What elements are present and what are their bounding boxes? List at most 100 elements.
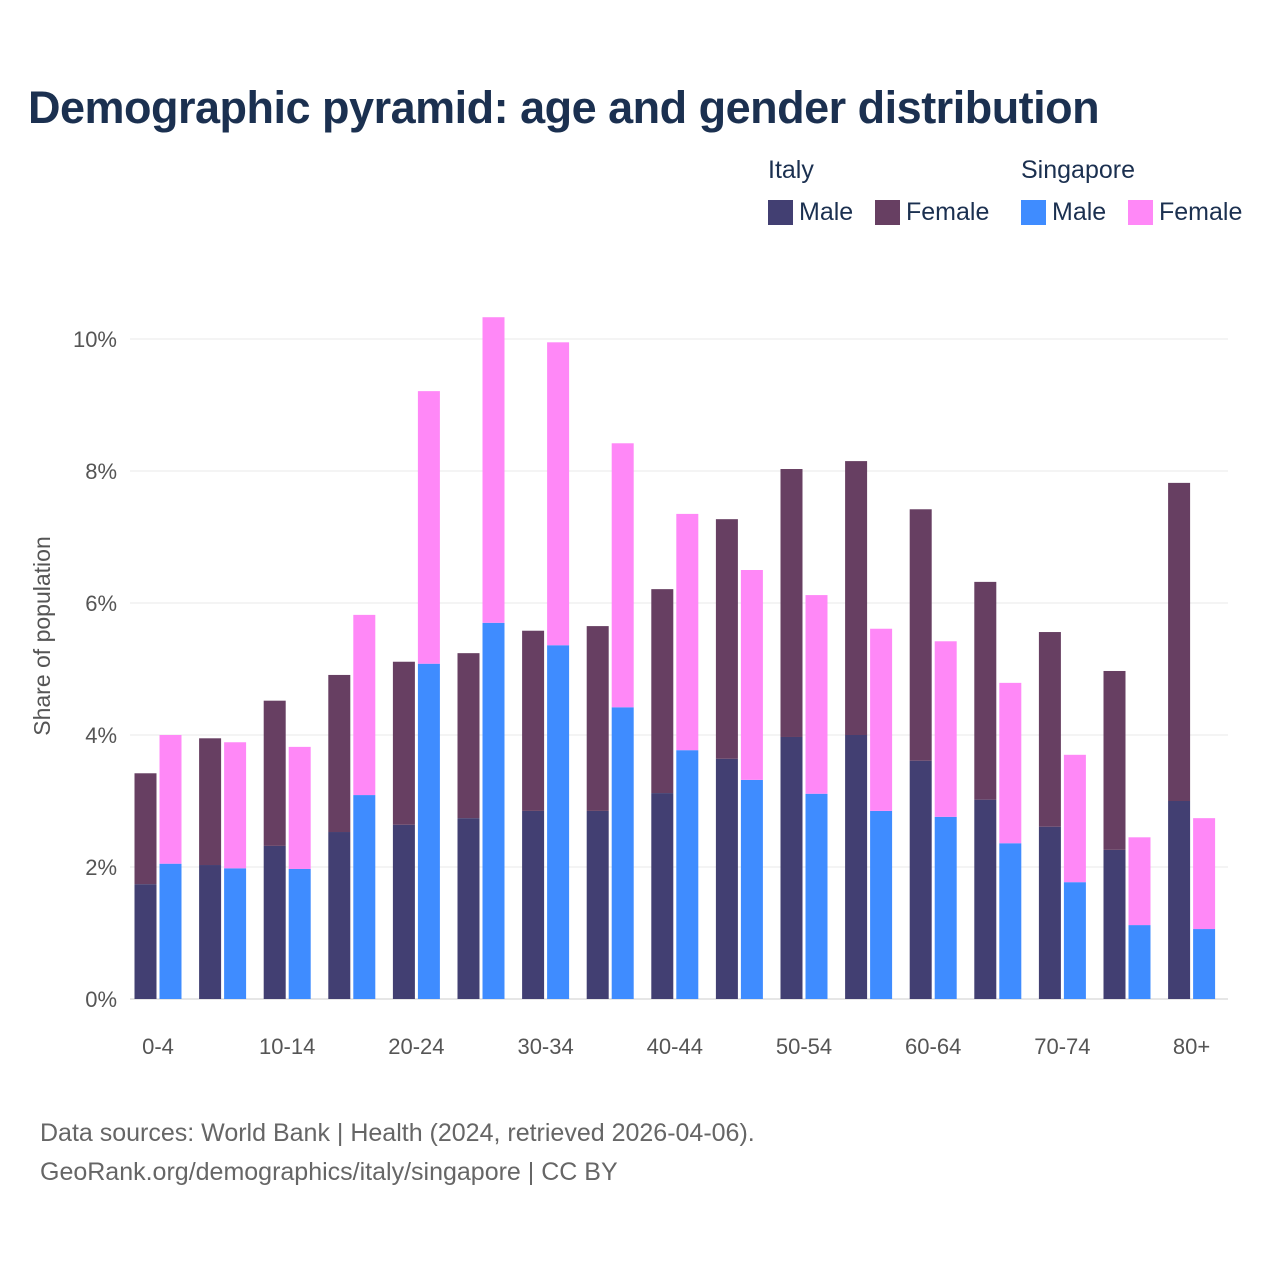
bar-singapore-female[interactable] <box>870 628 893 811</box>
bar-singapore-male[interactable] <box>547 645 570 999</box>
x-tick-label: 30-34 <box>517 1034 573 1059</box>
bar-italy-male[interactable] <box>328 832 351 999</box>
bar-singapore-male[interactable] <box>288 868 311 999</box>
source-note: Data sources: World Bank | Health (2024,… <box>40 1114 755 1192</box>
bar-singapore-male[interactable] <box>224 868 247 999</box>
bar-singapore-female[interactable] <box>547 342 570 646</box>
bar-italy-female[interactable] <box>780 469 803 737</box>
y-tick-label: 2% <box>85 855 117 880</box>
bar-italy-female[interactable] <box>522 630 545 811</box>
bar-singapore-female[interactable] <box>1128 837 1151 926</box>
bar-singapore-male[interactable] <box>740 779 763 999</box>
bar-singapore-female[interactable] <box>934 641 957 817</box>
legend-swatch <box>875 200 900 225</box>
bar-italy-female[interactable] <box>134 773 157 885</box>
bar-italy-male[interactable] <box>909 760 932 999</box>
bar-italy-female[interactable] <box>586 626 609 811</box>
bar-italy-female[interactable] <box>845 461 868 735</box>
bar-italy-female[interactable] <box>457 653 480 819</box>
legend-label: Male <box>799 198 854 226</box>
y-tick-label: 8% <box>85 459 117 484</box>
bar-singapore-male[interactable] <box>1193 929 1216 999</box>
y-tick-label: 0% <box>85 987 117 1012</box>
bar-singapore-female[interactable] <box>999 682 1022 844</box>
chart-title: Demographic pyramid: age and gender dist… <box>28 82 1100 133</box>
bar-singapore-female[interactable] <box>159 735 182 864</box>
bar-italy-female[interactable] <box>909 509 932 761</box>
bar-italy-male[interactable] <box>1168 801 1191 999</box>
x-tick-label: 60-64 <box>905 1034 961 1059</box>
bar-italy-male[interactable] <box>134 884 157 999</box>
source-line-2[interactable]: GeoRank.org/demographics/italy/singapore… <box>40 1158 618 1186</box>
x-tick-label: 0-4 <box>142 1034 174 1059</box>
bar-italy-female[interactable] <box>715 519 738 759</box>
x-tick-label: 50-54 <box>776 1034 832 1059</box>
bar-singapore-female[interactable] <box>611 443 634 708</box>
legend-swatch <box>1021 200 1046 225</box>
x-tick-label: 80+ <box>1173 1034 1210 1059</box>
bar-italy-female[interactable] <box>1103 670 1126 850</box>
bar-italy-female[interactable] <box>328 674 351 833</box>
legend-swatch <box>768 200 793 225</box>
bar-singapore-male[interactable] <box>417 663 440 999</box>
bar-singapore-male[interactable] <box>1063 882 1086 999</box>
bar-singapore-male[interactable] <box>999 843 1022 999</box>
x-tick-label: 70-74 <box>1034 1034 1090 1059</box>
legend-item-italy-female[interactable]: Female <box>875 198 989 227</box>
y-axis-label: Share of population <box>29 536 55 736</box>
bar-singapore-female[interactable] <box>482 317 505 623</box>
bar-singapore-male[interactable] <box>353 795 376 999</box>
x-tick-label: 10-14 <box>259 1034 315 1059</box>
bar-italy-male[interactable] <box>1103 849 1126 999</box>
legend-swatch <box>1128 200 1153 225</box>
bar-singapore-male[interactable] <box>482 622 505 999</box>
bar-singapore-female[interactable] <box>1063 754 1086 883</box>
bar-italy-male[interactable] <box>522 810 545 999</box>
bar-italy-female[interactable] <box>974 581 997 800</box>
bar-italy-male[interactable] <box>586 810 609 999</box>
bar-italy-male[interactable] <box>974 799 997 999</box>
bar-italy-female[interactable] <box>1168 482 1191 801</box>
bar-singapore-female[interactable] <box>740 570 763 780</box>
legend-group-italy: Italy <box>768 156 814 184</box>
bar-italy-female[interactable] <box>651 589 674 794</box>
bar-italy-male[interactable] <box>715 758 738 999</box>
legend-item-singapore-female[interactable]: Female <box>1128 198 1242 227</box>
bar-singapore-female[interactable] <box>353 614 376 796</box>
bar-italy-male[interactable] <box>780 736 803 999</box>
bar-italy-female[interactable] <box>392 661 415 825</box>
legend-item-singapore-male[interactable]: Male <box>1021 198 1106 227</box>
bar-singapore-male[interactable] <box>805 793 828 999</box>
bar-singapore-female[interactable] <box>417 391 440 664</box>
x-tick-label: 40-44 <box>647 1034 703 1059</box>
bar-singapore-male[interactable] <box>1128 925 1151 999</box>
legend-item-italy-male[interactable]: Male <box>768 198 853 227</box>
bar-italy-female[interactable] <box>199 738 222 866</box>
bar-singapore-female[interactable] <box>288 746 311 869</box>
y-tick-label: 10% <box>73 327 117 352</box>
bar-singapore-female[interactable] <box>1193 818 1216 930</box>
x-tick-label: 20-24 <box>388 1034 444 1059</box>
bar-italy-male[interactable] <box>457 818 480 999</box>
bar-italy-male[interactable] <box>199 865 222 999</box>
bar-singapore-female[interactable] <box>676 513 699 751</box>
bar-italy-female[interactable] <box>1038 632 1061 827</box>
legend-label: Male <box>1052 198 1107 226</box>
bar-italy-male[interactable] <box>845 735 868 999</box>
bar-singapore-male[interactable] <box>611 707 634 999</box>
bar-italy-male[interactable] <box>392 824 415 999</box>
bar-singapore-male[interactable] <box>159 863 182 999</box>
bar-singapore-female[interactable] <box>224 742 247 869</box>
bar-italy-male[interactable] <box>651 793 674 999</box>
bar-singapore-female[interactable] <box>805 595 828 794</box>
legend-label: Female <box>1159 198 1243 226</box>
bar-italy-female[interactable] <box>263 700 286 846</box>
bar-singapore-male[interactable] <box>870 810 893 999</box>
bar-singapore-male[interactable] <box>934 816 957 999</box>
bar-singapore-male[interactable] <box>676 750 699 999</box>
y-tick-label: 6% <box>85 591 117 616</box>
bar-italy-male[interactable] <box>1038 826 1061 999</box>
bar-italy-male[interactable] <box>263 845 286 999</box>
